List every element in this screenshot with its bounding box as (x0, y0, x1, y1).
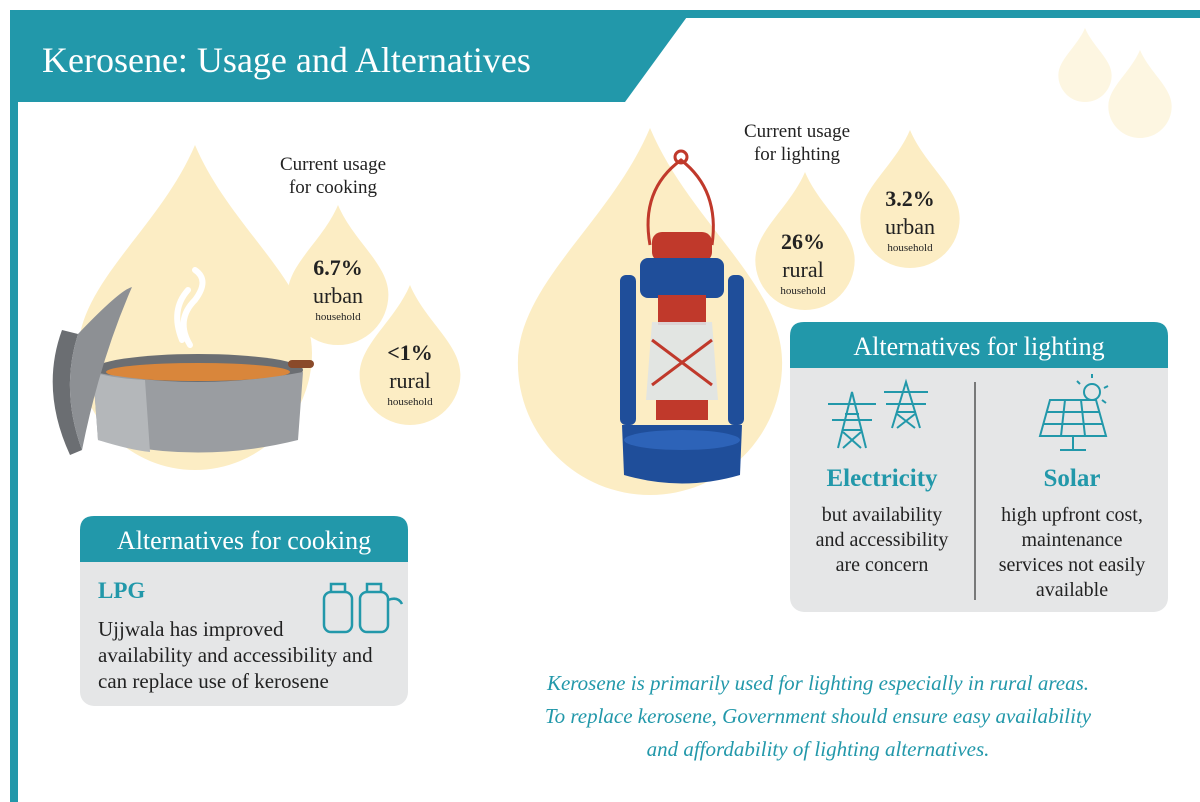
title: Kerosene: Usage and Alternatives (42, 40, 531, 80)
alternative-text: are concern (836, 554, 929, 576)
drop-unit: household (387, 396, 433, 408)
alternative-text: availability and accessibility and (98, 643, 373, 667)
drop-value: <1% (387, 340, 433, 365)
drop-value: 6.7% (313, 255, 363, 280)
footer-text: and affordability of lighting alternativ… (647, 737, 990, 761)
infographic: Kerosene: Usage and Alternatives Current… (0, 0, 1200, 802)
drop-value: 3.2% (885, 186, 935, 211)
usage-label: Current usage (280, 154, 386, 175)
usage-label: for cooking (289, 177, 378, 198)
footer-text: Kerosene is primarily used for lighting … (546, 671, 1089, 695)
alternative-name: Solar (1044, 465, 1101, 492)
frame-left (10, 10, 18, 802)
alternative-text: services not easily (999, 554, 1146, 576)
drop-value: 26% (781, 229, 825, 254)
alternative-text: can replace use of kerosene (98, 669, 329, 693)
drop-unit: household (780, 285, 826, 297)
drop-area: rural (389, 368, 431, 393)
drop-area: urban (885, 214, 935, 239)
alternative-text: Ujjwala has improved (98, 617, 284, 641)
drop-unit: household (315, 311, 361, 323)
usage-label: Current usage (744, 121, 850, 142)
alternative-text: available (1036, 579, 1108, 601)
box-title: Alternatives for lighting (853, 332, 1104, 361)
usage-label: for lighting (754, 144, 841, 165)
alternative-text: and accessibility (816, 529, 949, 551)
alternative-text: maintenance (1021, 529, 1122, 551)
alternative-text: but availability (822, 504, 943, 526)
drop-area: urban (313, 283, 363, 308)
alternative-name: LPG (98, 578, 145, 603)
box-title: Alternatives for cooking (117, 526, 371, 555)
drop-unit: household (887, 242, 933, 254)
alternative-text: high upfront cost, (1001, 504, 1143, 526)
drop-area: rural (782, 257, 824, 282)
alternative-name: Electricity (826, 465, 938, 492)
footer-text: To replace kerosene, Government should e… (545, 704, 1092, 728)
